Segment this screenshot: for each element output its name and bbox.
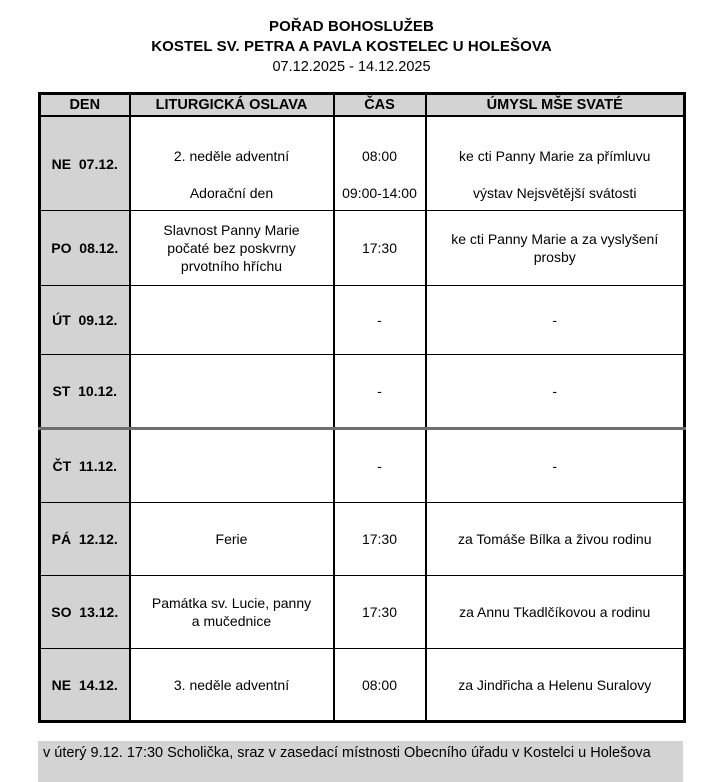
- intention-cell: ke cti Panny Marie a za vyslyšení prosby: [424, 210, 686, 286]
- day-cell: NE 07.12.: [38, 115, 131, 211]
- column-header-time: ČAS: [332, 93, 427, 117]
- time-cell: -: [332, 285, 427, 355]
- column-header-liturgy: LITURGICKÁ OSLAVA: [128, 93, 335, 117]
- time-stack: 08:00 09:00-14:00: [338, 122, 422, 205]
- schedule-table: DEN LITURGICKÁ OSLAVA ČAS ÚMYSL MŠE SVAT…: [38, 92, 686, 723]
- liturgy-cell: [128, 354, 335, 430]
- table-row-friday-12: PÁ 12.12. Ferie 17:30 za Tomáše Bílka a …: [38, 502, 686, 576]
- time-entry: 08:00: [361, 148, 398, 164]
- intention-cell: -: [424, 285, 686, 355]
- table-row-wednesday-10: ST 10.12. - -: [38, 354, 686, 430]
- day-cell: ST 10.12.: [38, 354, 131, 430]
- day-cell: PO 08.12.: [38, 210, 131, 286]
- time-cell: 08:00 09:00-14:00: [332, 115, 427, 211]
- day-cell: SO 13.12.: [38, 575, 131, 649]
- table-row-sunday-14: NE 14.12. 3. neděle adventní 08:00 za Ji…: [38, 648, 686, 722]
- liturgy-cell: [128, 428, 335, 503]
- day-cell: ÚT 09.12.: [38, 285, 131, 355]
- table-row-monday-08: PO 08.12. Slavnost Panny Marie počaté be…: [38, 210, 686, 286]
- intention-cell: za Tomáše Bílka a živou rodinu: [424, 502, 686, 576]
- liturgy-stack: 2. neděle adventní Adorační den: [134, 122, 330, 205]
- intention-entry: ke cti Panny Marie za přímluvu: [459, 148, 651, 164]
- time-cell: 08:00: [332, 648, 427, 722]
- liturgy-entry: 2. neděle adventní: [173, 148, 290, 164]
- intention-cell: -: [424, 428, 686, 503]
- intention-cell: za Jindřicha a Helenu Suralovy: [424, 648, 686, 722]
- liturgy-cell: Památka sv. Lucie, panny a mučednice: [128, 575, 335, 649]
- church-name: KOSTEL SV. PETRA A PAVLA KOSTELEC U HOLE…: [151, 38, 552, 55]
- table-row-thursday-11: ČT 11.12. - -: [38, 428, 686, 503]
- time-cell: 17:30: [332, 210, 427, 286]
- table-row-saturday-13: SO 13.12. Památka sv. Lucie, panny a muč…: [38, 575, 686, 649]
- intention-entry: výstav Nejsvětější svátosti: [473, 185, 637, 201]
- liturgy-cell: [128, 285, 335, 355]
- time-cell: 17:30: [332, 575, 427, 649]
- table-row-sunday-07: NE 07.12. 2. neděle adventní Adorační de…: [38, 115, 686, 211]
- day-cell: ČT 11.12.: [38, 428, 131, 503]
- liturgy-cell: 2. neděle adventní Adorační den: [128, 115, 335, 211]
- header-row: DEN LITURGICKÁ OSLAVA ČAS ÚMYSL MŠE SVAT…: [38, 93, 686, 117]
- time-cell: -: [332, 354, 427, 430]
- column-header-intention: ÚMYSL MŠE SVATÉ: [424, 93, 686, 117]
- liturgy-cell: 3. neděle adventní: [128, 648, 335, 722]
- table-row-tuesday-09: ÚT 09.12. - -: [38, 285, 686, 355]
- intention-cell: ke cti Panny Marie za přímluvu výstav Ne…: [424, 115, 686, 211]
- page-title: POŘAD BOHOSLUŽEB: [269, 18, 434, 35]
- date-range: 07.12.2025 - 14.12.2025: [272, 59, 431, 75]
- time-entry: 09:00-14:00: [342, 185, 417, 201]
- day-cell: PÁ 12.12.: [38, 502, 131, 576]
- intention-cell: -: [424, 354, 686, 430]
- liturgy-entry: Adorační den: [189, 185, 274, 201]
- liturgy-cell: Ferie: [128, 502, 335, 576]
- document-header: POŘAD BOHOSLUŽEB KOSTEL SV. PETRA A PAVL…: [0, 17, 703, 77]
- time-cell: -: [332, 428, 427, 503]
- column-header-day: DEN: [38, 93, 131, 117]
- announcement-note: v úterý 9.12. 17:30 Scholička, sraz v za…: [38, 741, 683, 782]
- day-cell: NE 14.12.: [38, 648, 131, 722]
- liturgy-cell: Slavnost Panny Marie počaté bez poskvrny…: [128, 210, 335, 286]
- intention-stack: ke cti Panny Marie za přímluvu výstav Ne…: [430, 122, 681, 205]
- intention-cell: za Annu Tkadlčíkovou a rodinu: [424, 575, 686, 649]
- time-cell: 17:30: [332, 502, 427, 576]
